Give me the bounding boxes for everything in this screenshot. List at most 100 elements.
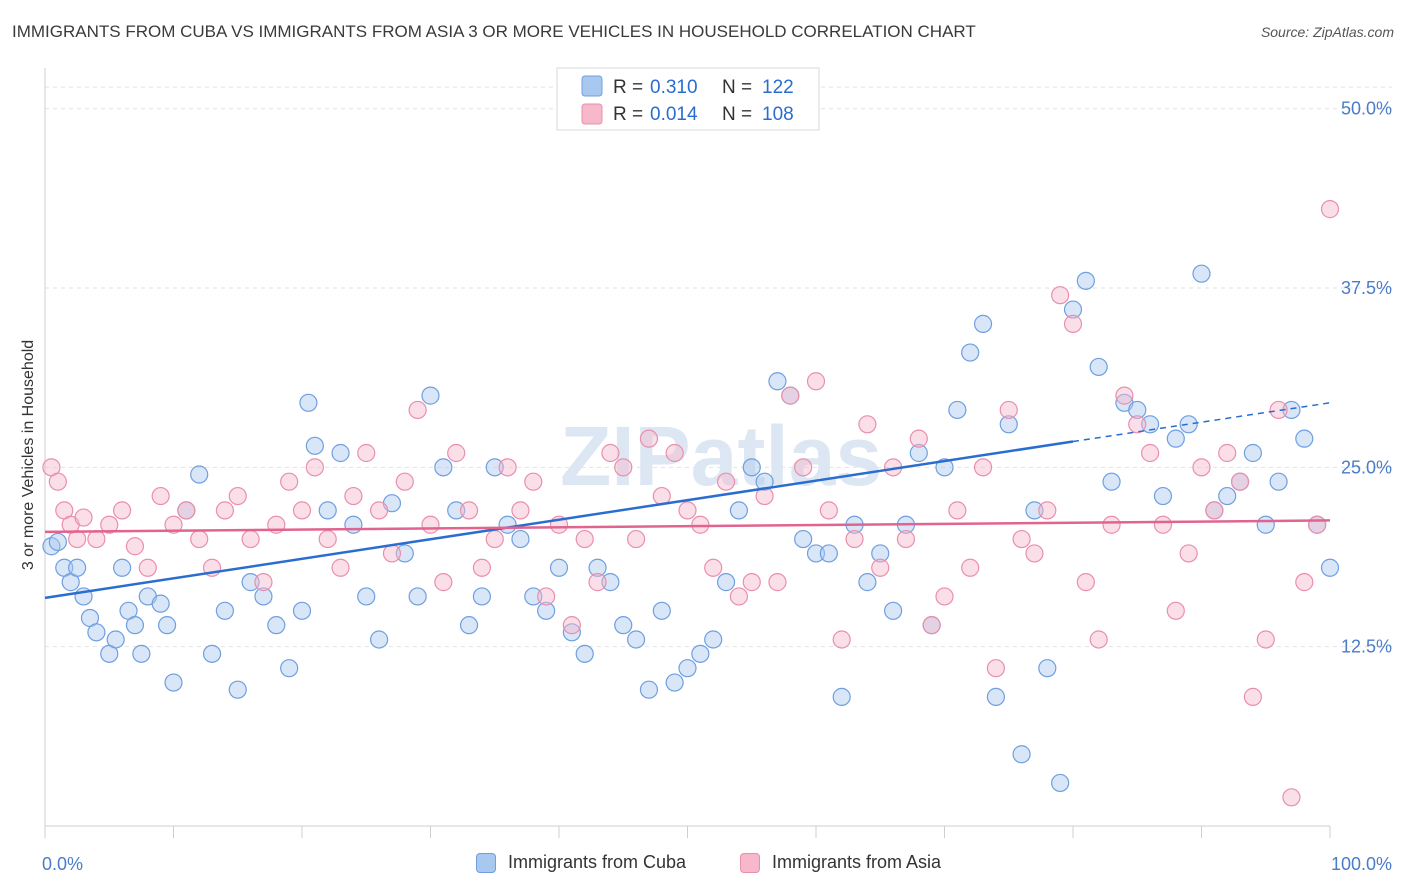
asia-point-100 [1295,573,1314,592]
asia-point-34 [447,443,466,463]
cuba-point-10 [112,558,132,577]
cuba-point-78 [935,458,954,477]
asia-point-75 [973,458,993,477]
asia-point-69 [896,529,916,549]
cuba-point-98 [1192,264,1211,283]
cuba-point-69 [819,544,838,563]
asia-point-74 [961,558,980,577]
cuba-point-73 [871,544,890,563]
asia-point-47 [614,458,633,477]
cuba-point-80 [961,343,980,362]
asia-point-94 [1218,443,1237,463]
asia-point-56 [729,587,749,606]
asia-point-12 [164,515,183,534]
asia-point-53 [691,515,710,534]
legend-item-asia: Immigrants from Asia [740,852,941,873]
cuba-point-37 [408,587,427,606]
cuba-point-90 [1089,357,1108,377]
asia-point-73 [948,501,967,520]
legend-label-cuba: Immigrants from Cuba [508,852,687,872]
legend-r-value-cuba: 0.310 [650,77,698,98]
cuba-point-104 [1269,472,1288,491]
legend-n-label-asia: N = [722,104,752,125]
cuba-point-56 [652,601,671,620]
asia-point-52 [678,501,697,520]
asia-point-13 [177,501,196,520]
asia-point-29 [382,544,402,563]
chart-title: IMMIGRANTS FROM CUBA VS IMMIGRANTS FROM … [12,22,976,41]
cuba-point-55 [639,680,659,699]
asia-point-18 [241,529,260,549]
cuba-point-76 [909,443,928,463]
asia-point-99 [1282,788,1301,807]
asia-point-57 [742,573,761,592]
asia-point-30 [395,472,414,491]
asia-point-80 [1038,501,1057,520]
asia-point-49 [639,429,659,448]
asia-point-7 [100,515,119,534]
asia-point-33 [434,573,453,592]
asia-point-67 [871,558,890,577]
trend-lines [44,402,1331,600]
cuba-point-95 [1153,486,1173,506]
cuba-point-28 [299,393,318,412]
cuba-point-58 [678,659,697,678]
cuba-point-48 [549,558,569,577]
cuba-point-83 [999,415,1018,434]
cuba-point-60 [704,630,723,649]
asia-point-24 [318,529,337,549]
legend-n-value-cuba: 122 [762,77,794,98]
asia-point-88 [1140,443,1160,463]
asia-point-59 [768,573,787,592]
cuba-point-38 [421,386,440,405]
legend-label-asia: Immigrants from Asia [772,852,942,872]
cuba-point-30 [318,501,337,520]
cuba-point-108 [1320,558,1340,577]
cuba-point-86 [1038,659,1057,678]
cuba-point-39 [434,458,453,477]
legend-box: R = 0.310 N = 122 R = 0.014 N = 108 [556,67,820,131]
cuba-point-106 [1295,429,1314,448]
asia-point-25 [331,558,350,577]
cuba-point-22 [228,680,247,699]
asia-point-48 [626,529,646,549]
asia-point-46 [601,443,620,463]
y-tick-label-0: 12.5% [1341,637,1392,657]
asia-point-89 [1153,515,1173,534]
cuba-point-88 [1063,300,1083,319]
asia-point-72 [935,587,954,606]
asia-point-81 [1051,286,1070,305]
asia-point-90 [1166,601,1185,620]
cuba-point-61 [716,573,736,592]
asia-point-5 [74,508,93,527]
asia-point-6 [87,529,106,549]
cuba-point-1 [48,532,67,552]
cuba-point-43 [485,458,504,477]
cuba-point-41 [459,616,479,635]
cuba-point-45 [511,529,530,549]
cuba-point-25 [267,616,286,635]
asia-point-45 [588,573,607,592]
asia-point-27 [357,443,376,463]
cuba-point-7 [87,623,106,642]
asia-point-84 [1089,630,1108,649]
cuba-point-85 [1025,501,1044,520]
cuba-point-79 [948,400,967,420]
cuba-point-9 [106,630,125,649]
cuba-point-36 [395,544,414,563]
cuba-point-64 [755,472,774,491]
cuba-point-84 [1012,745,1031,764]
source-label: Source: ZipAtlas.com [1260,24,1394,40]
cuba-point-20 [202,644,222,663]
asia-point-79 [1025,544,1044,563]
cuba-point-33 [357,587,376,606]
asia-point-16 [215,501,234,520]
cuba-point-16 [157,616,177,635]
legend-swatch-cuba-bottom [476,852,496,873]
x-tick-label-min: 0.0% [42,854,83,874]
cuba-point-54 [626,630,646,649]
cuba-point-97 [1179,415,1198,434]
cuba-point-23 [241,573,260,592]
cuba-point-49 [562,623,581,642]
cuba-point-65 [768,372,787,391]
